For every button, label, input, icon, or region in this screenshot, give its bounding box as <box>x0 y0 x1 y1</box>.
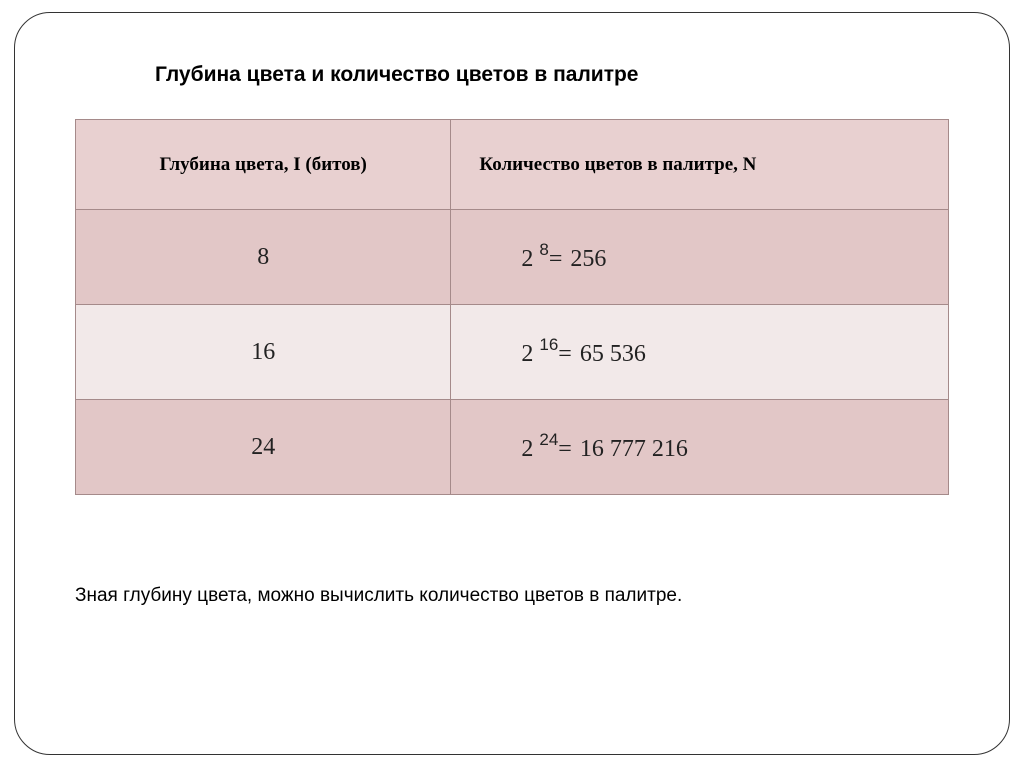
formula-base: 2 <box>521 341 533 367</box>
table-row: 8 28= 256 <box>76 210 949 305</box>
table-header-row: Глубина цвета, I (битов) Количество цвет… <box>76 120 949 210</box>
header-colors: Количество цветов в палитре, N <box>451 120 949 210</box>
table-row: 16 216= 65 536 <box>76 305 949 400</box>
formula-exponent: 24 <box>539 430 558 449</box>
formula-value: 65 536 <box>580 341 646 367</box>
cell-formula: 2 16= 65 536 <box>451 305 949 400</box>
slide-frame: Глубина цвета и количество цветов в пали… <box>14 12 1010 755</box>
table-row: 24 224= 16 777 216 <box>76 400 949 495</box>
formula-exponent: 16 <box>539 335 558 354</box>
equals-sign: = <box>558 341 572 367</box>
header-depth: Глубина цвета, I (битов) <box>76 120 451 210</box>
cell-formula: 28= 256 <box>451 210 949 305</box>
page-title: Глубина цвета и количество цветов в пали… <box>155 63 949 87</box>
cell-depth: 16 <box>76 305 451 400</box>
footer-text: Зная глубину цвета, можно вычислить коли… <box>75 585 949 607</box>
equals-sign: = <box>558 436 572 462</box>
formula-exponent: 8 <box>539 240 548 259</box>
equals-sign: = <box>549 246 563 272</box>
formula-value: 16 777 216 <box>580 436 688 462</box>
formula-value: 256 <box>570 246 606 272</box>
cell-formula: 2 24= 16 777 216 <box>451 400 949 495</box>
formula-base: 2 <box>521 246 533 272</box>
cell-depth: 24 <box>76 400 451 495</box>
formula-base: 2 <box>521 436 533 462</box>
color-depth-table: Глубина цвета, I (битов) Количество цвет… <box>75 119 949 495</box>
cell-depth: 8 <box>76 210 451 305</box>
